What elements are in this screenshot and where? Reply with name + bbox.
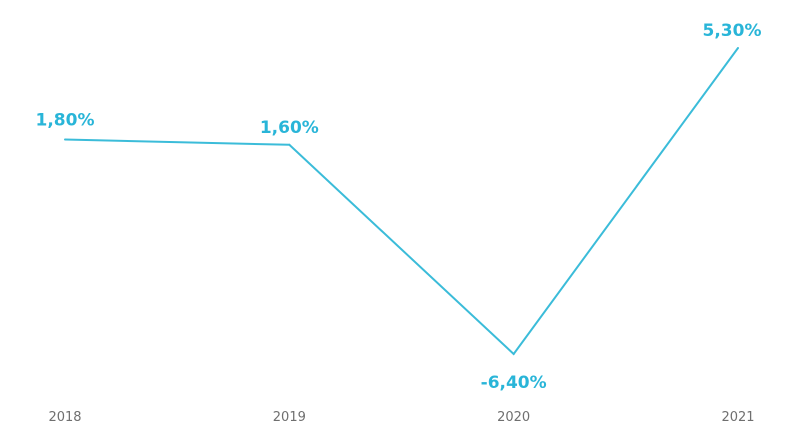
data-point-2018 — [64, 138, 66, 141]
x-tick-label-2018: 2018 — [48, 410, 81, 425]
data-point-2021 — [737, 47, 739, 49]
data-point-2019 — [288, 143, 291, 146]
x-tick-label-2020: 2020 — [497, 410, 530, 425]
data-label-2020: -6,40% — [481, 373, 547, 393]
x-tick-label-2021: 2021 — [721, 410, 754, 425]
data-point-2020 — [512, 353, 515, 355]
x-tick-label-2019: 2019 — [273, 410, 306, 425]
data-label-2018: 1,80% — [36, 111, 95, 131]
data-label-2019: 1,60% — [260, 118, 319, 138]
data-label-2021: 5,30% — [703, 21, 762, 41]
series-line — [64, 47, 739, 356]
